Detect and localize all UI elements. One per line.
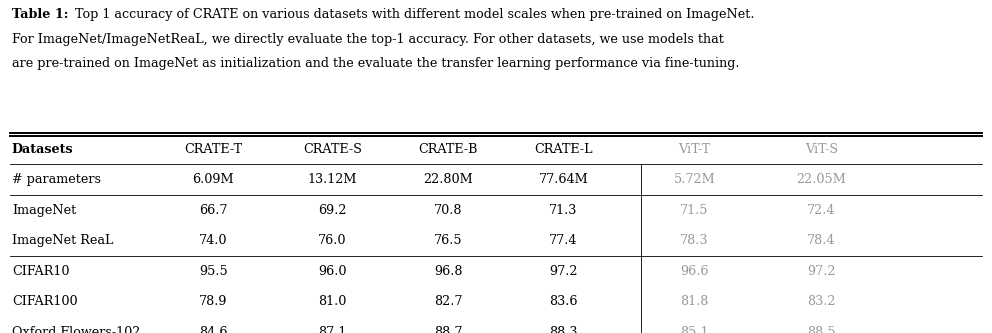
Text: CRATE-B: CRATE-B [419,144,478,157]
Text: 88.5: 88.5 [807,326,835,333]
Text: Datasets: Datasets [12,144,73,157]
Text: 88.3: 88.3 [550,326,577,333]
Text: 74.0: 74.0 [199,234,227,247]
Text: 84.6: 84.6 [199,326,227,333]
Text: 83.2: 83.2 [807,295,835,308]
Text: 78.9: 78.9 [199,295,227,308]
Text: 22.80M: 22.80M [424,173,473,186]
Text: 77.4: 77.4 [550,234,577,247]
Text: 87.1: 87.1 [318,326,346,333]
Text: CRATE-L: CRATE-L [535,144,592,157]
Text: 6.09M: 6.09M [192,173,234,186]
Text: 88.7: 88.7 [434,326,462,333]
Text: ViT-S: ViT-S [805,144,838,157]
Text: are pre-trained on ImageNet as initialization and the evaluate the transfer lear: are pre-trained on ImageNet as initializ… [12,57,739,70]
Text: 78.4: 78.4 [807,234,835,247]
Text: # parameters: # parameters [12,173,101,186]
Text: Oxford Flowers-102: Oxford Flowers-102 [12,326,140,333]
Text: 96.8: 96.8 [434,265,462,278]
Text: 85.1: 85.1 [681,326,708,333]
Text: ImageNet: ImageNet [12,203,76,216]
Text: 96.6: 96.6 [681,265,708,278]
Text: 71.5: 71.5 [681,203,708,216]
Text: 78.3: 78.3 [681,234,708,247]
Text: 70.8: 70.8 [434,203,462,216]
Text: 83.6: 83.6 [550,295,577,308]
Text: 76.5: 76.5 [434,234,462,247]
Text: 77.64M: 77.64M [539,173,588,186]
Text: 97.2: 97.2 [550,265,577,278]
Text: 81.8: 81.8 [681,295,708,308]
Text: 22.05M: 22.05M [797,173,846,186]
Text: 76.0: 76.0 [318,234,346,247]
Text: ViT-T: ViT-T [679,144,710,157]
Text: 69.2: 69.2 [318,203,346,216]
Text: CRATE-T: CRATE-T [185,144,242,157]
Text: 96.0: 96.0 [318,265,346,278]
Text: Top 1 accuracy of CRATE on various datasets with different model scales when pre: Top 1 accuracy of CRATE on various datas… [71,8,755,21]
Text: 66.7: 66.7 [199,203,227,216]
Text: 81.0: 81.0 [318,295,346,308]
Text: CIFAR10: CIFAR10 [12,265,69,278]
Text: Table 1:: Table 1: [12,8,68,21]
Text: CIFAR100: CIFAR100 [12,295,77,308]
Text: For ImageNet/ImageNetReaL, we directly evaluate the top-1 accuracy. For other da: For ImageNet/ImageNetReaL, we directly e… [12,33,724,46]
Text: 72.4: 72.4 [807,203,835,216]
Text: ImageNet ReaL: ImageNet ReaL [12,234,113,247]
Text: 5.72M: 5.72M [674,173,715,186]
Text: 82.7: 82.7 [434,295,462,308]
Text: 13.12M: 13.12M [308,173,357,186]
Text: CRATE-S: CRATE-S [303,144,362,157]
Text: 95.5: 95.5 [199,265,227,278]
Text: 97.2: 97.2 [807,265,835,278]
Text: 71.3: 71.3 [550,203,577,216]
